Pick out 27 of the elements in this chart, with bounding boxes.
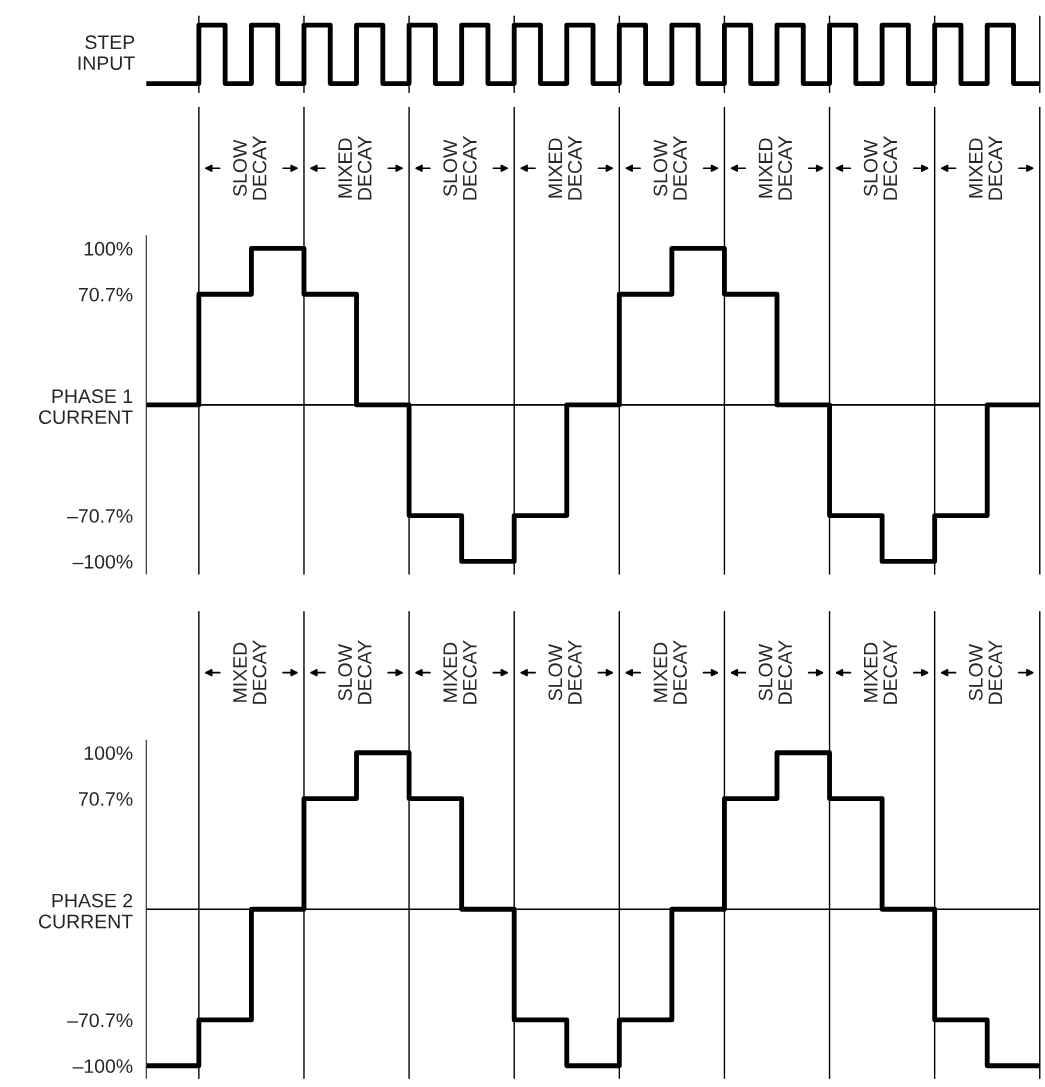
- text: SLOW DECAY: [653, 135, 687, 200]
- text: SLOW DECAY: [443, 135, 477, 200]
- text: MIXED DECAY: [969, 135, 1003, 200]
- text: SLOW DECAY: [548, 640, 582, 704]
- y-tick-label: –70.7%: [67, 1013, 133, 1028]
- text: MIXED DECAY: [338, 135, 372, 200]
- text: MIXED DECAY: [548, 135, 582, 200]
- y-tick-label: 100%: [84, 746, 133, 760]
- text: SLOW DECAY: [758, 640, 792, 704]
- y-tick-label: PHASE 1 CURRENT: [39, 389, 133, 425]
- y-tick-label: –100%: [72, 1059, 133, 1074]
- y-tick-label: 100%: [84, 241, 133, 256]
- y-tick-label: PHASE 2 CURRENT: [39, 893, 133, 929]
- text: MIXED DECAY: [758, 135, 792, 200]
- text: MIXED DECAY: [443, 640, 477, 704]
- text: MIXED DECAY: [233, 640, 267, 704]
- y-tick-label: 70.7%: [78, 792, 133, 806]
- text: SLOW DECAY: [968, 640, 1003, 704]
- y-axis-title: STEP INPUT: [78, 35, 135, 71]
- text: MIXED DECAY: [653, 640, 687, 704]
- y-tick-label: 70.7%: [78, 287, 133, 302]
- text: SLOW DECAY: [233, 135, 267, 200]
- y-tick-label: –70.7%: [67, 509, 133, 523]
- text: SLOW DECAY: [338, 640, 372, 704]
- text: SLOW DECAY: [863, 135, 898, 200]
- y-tick-label: –100%: [72, 554, 133, 569]
- text: MIXED DECAY: [863, 640, 898, 704]
